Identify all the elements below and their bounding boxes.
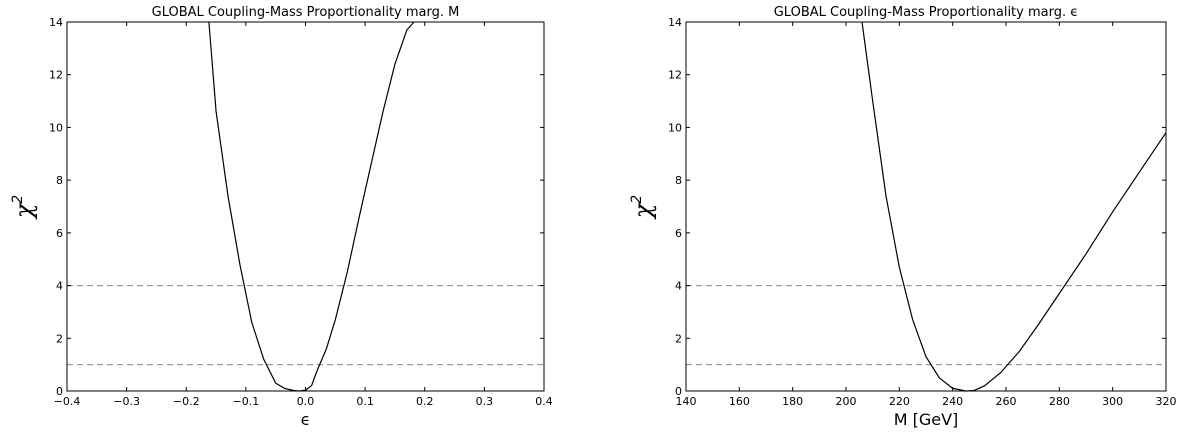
x-tick-label: −0.1	[233, 395, 260, 408]
series-line-1	[861, 21, 1167, 392]
y-tick-label: 8	[56, 174, 63, 187]
x-tick-label: 0.4	[535, 395, 553, 408]
x-tick-label: −0.2	[173, 395, 200, 408]
x-tick-label: 300	[1102, 395, 1123, 408]
series-line-1	[208, 21, 415, 392]
x-tick-label: −0.4	[54, 395, 81, 408]
x-axis-label: M [GeV]	[894, 410, 959, 429]
x-tick-label: 0.3	[476, 395, 494, 408]
y-tick-label: 2	[56, 332, 63, 345]
plot-frame	[66, 21, 545, 392]
x-tick-label: 140	[676, 395, 697, 408]
chart-title: GLOBAL Coupling-Mass Proportionality mar…	[152, 5, 460, 20]
y-tick-label: 14	[49, 16, 63, 29]
y-tick-label: 6	[675, 227, 682, 240]
chart-panel-2: GLOBAL Coupling-Mass Proportionality mar…	[629, 5, 1177, 429]
y-tick-label: 0	[675, 385, 682, 398]
x-tick-label: 160	[729, 395, 750, 408]
x-tick-label: 260	[996, 395, 1017, 408]
x-tick-label: 280	[1049, 395, 1070, 408]
y-tick-label: 10	[668, 121, 682, 134]
x-axis-label: ϵ	[301, 410, 311, 429]
x-tick-label: 240	[942, 395, 963, 408]
x-tick-label: 0.2	[416, 395, 434, 408]
x-tick-label: 0.0	[297, 395, 315, 408]
y-axis-label: χ2	[10, 195, 38, 221]
y-tick-label: 4	[675, 280, 682, 293]
y-axis-label: χ2	[629, 195, 657, 221]
x-tick-label: 320	[1156, 395, 1177, 408]
y-tick-label: 2	[675, 332, 682, 345]
chart-title: GLOBAL Coupling-Mass Proportionality mar…	[774, 5, 1079, 20]
x-tick-label: 220	[889, 395, 910, 408]
chart-panel-1: GLOBAL Coupling-Mass Proportionality mar…	[10, 5, 553, 429]
x-tick-label: 200	[836, 395, 857, 408]
x-tick-label: 0.1	[356, 395, 374, 408]
x-tick-label: 180	[782, 395, 803, 408]
y-tick-label: 14	[668, 16, 682, 29]
y-tick-label: 10	[49, 121, 63, 134]
y-tick-label: 12	[668, 69, 682, 82]
y-tick-label: 6	[56, 227, 63, 240]
y-tick-label: 0	[56, 385, 63, 398]
plot-frame	[685, 21, 1167, 392]
y-tick-label: 8	[675, 174, 682, 187]
y-tick-label: 12	[49, 69, 63, 82]
y-tick-label: 4	[56, 280, 63, 293]
x-tick-label: −0.3	[113, 395, 140, 408]
